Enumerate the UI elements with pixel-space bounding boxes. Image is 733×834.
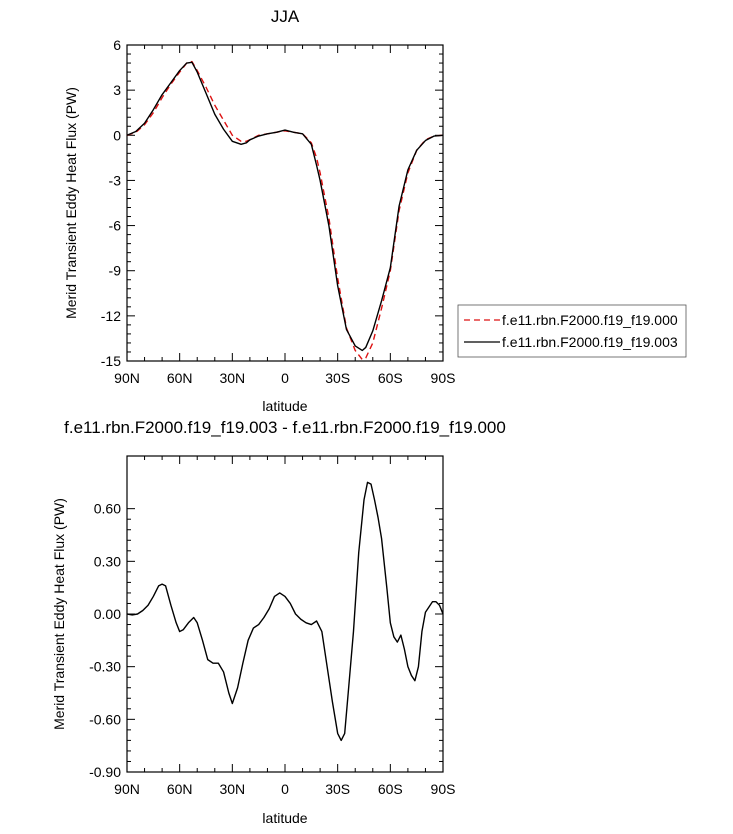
y-tick-label: 0	[113, 127, 121, 143]
top-chart-series	[126, 60, 444, 361]
top-chart-y-axis-title: Merid Transient Eddy Heat Flux (PW)	[63, 87, 79, 319]
x-tick-label: 30N	[219, 781, 245, 797]
y-tick-label: 3	[113, 82, 121, 98]
legend-label-series-1: f.e11.rbn.F2000.f19_f19.000	[502, 312, 678, 328]
y-tick-label: -12	[101, 308, 121, 324]
x-tick-label: 30S	[325, 370, 350, 386]
x-tick-label: 0	[281, 781, 289, 797]
y-tick-label: 0.00	[94, 606, 121, 622]
bottom-chart-plot-frame	[126, 455, 444, 773]
bottom-chart-ticks: 90N 60N 30N 0 30S 60S 90S 0.60 0.30 0.00 -0.30 -0.6…	[89, 456, 455, 797]
top-chart-ticks: 90N 60N 30N 0 30S 60S 90S 6 3 0 -3 -6 -9 -12 -15	[101, 37, 456, 386]
y-tick-label: -3	[109, 172, 122, 188]
y-tick-label: 0.30	[94, 553, 121, 569]
top-chart: JJA 90N 60N 30N 0 30S 60S 90S 6 3 0 -3 -6 -9 -12 -15 l…	[63, 7, 687, 414]
y-tick-label: -0.60	[89, 711, 121, 727]
x-tick-label: 30N	[219, 370, 245, 386]
x-tick-label: 30S	[325, 781, 350, 797]
x-tick-label: 60S	[378, 781, 403, 797]
y-tick-label: -0.30	[89, 659, 121, 675]
legend-box	[457, 304, 687, 358]
top-chart-x-axis-title: latitude	[262, 398, 307, 414]
x-tick-label: 90N	[114, 370, 140, 386]
x-tick-label: 0	[281, 370, 289, 386]
bottom-chart-series	[126, 481, 444, 742]
legend-label-series-2: f.e11.rbn.F2000.f19_f19.003	[502, 334, 678, 350]
y-tick-label: -9	[109, 263, 122, 279]
x-tick-label: 90S	[431, 781, 456, 797]
top-chart-series-line-1	[126, 60, 444, 361]
y-tick-label: -0.90	[89, 764, 121, 780]
bottom-chart-series-line-1	[126, 481, 444, 742]
y-tick-label: 0.60	[94, 501, 121, 517]
bottom-chart-y-axis-title: Merid Transient Eddy Heat Flux (PW)	[51, 498, 67, 730]
top-chart-title: JJA	[271, 7, 300, 26]
x-tick-label: 60S	[378, 370, 403, 386]
bottom-chart-x-axis-title: latitude	[262, 810, 307, 826]
y-tick-label: -15	[101, 353, 121, 369]
x-tick-label: 90N	[114, 781, 140, 797]
y-tick-label: -6	[109, 218, 122, 234]
x-tick-label: 60N	[167, 781, 193, 797]
top-chart-plot-frame	[126, 44, 444, 362]
bottom-chart-title: f.e11.rbn.F2000.f19_f19.003 - f.e11.rbn.…	[64, 418, 506, 437]
top-chart-series-line-2	[126, 61, 444, 352]
x-tick-label: 90S	[431, 370, 456, 386]
y-tick-label: 6	[113, 37, 121, 53]
bottom-chart: f.e11.rbn.F2000.f19_f19.003 - f.e11.rbn.…	[51, 418, 506, 826]
top-chart-legend: f.e11.rbn.F2000.f19_f19.000 f.e11.rbn.F2…	[457, 304, 687, 358]
x-tick-label: 60N	[167, 370, 193, 386]
